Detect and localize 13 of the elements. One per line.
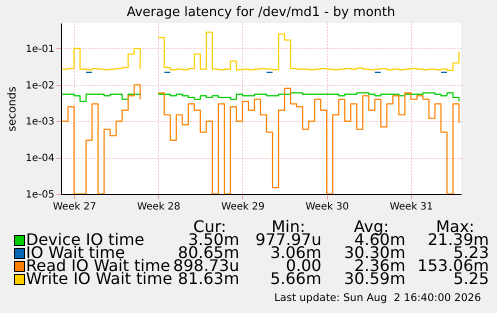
y-tick-label: 1e-03 — [26, 116, 54, 128]
y-axis-title: seconds — [6, 86, 19, 132]
text: Last update: Sun Aug 2 16:40:00 2026 — [274, 292, 481, 304]
x-tick-label: Week 30 — [306, 202, 349, 212]
y-tick-label: 1e-04 — [26, 153, 54, 164]
y-tick-label: 1e-01 — [26, 44, 54, 55]
x-tick-label: Week 28 — [137, 202, 180, 212]
y-tick-label: 1e-02 — [26, 80, 54, 92]
x-tick-label: Week 31 — [390, 202, 434, 212]
y-tick-label: 1e-05 — [26, 190, 54, 200]
chart-title: Average latency for /dev/md1 - by month — [126, 5, 396, 20]
x-tick-label: Week 27 — [52, 202, 96, 212]
x-tick-label: Week 29 — [221, 202, 265, 212]
